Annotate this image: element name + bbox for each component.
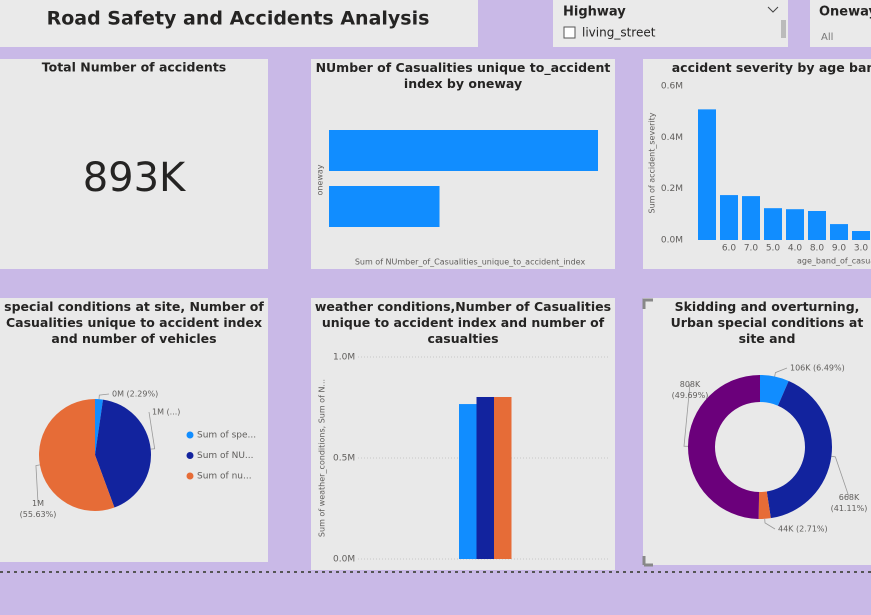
x-tick-label: 5.0 [766,244,781,254]
y-tick-label: 0.2M [661,184,683,194]
legend-label: Sum of spe... [197,431,256,441]
y-tick-label: 0.0M [333,555,355,565]
axis-title: oneway [316,164,325,195]
data-label: 44K (2.71%) [778,525,828,534]
chart-title: NUmber of Casualities unique to_accident… [316,60,611,91]
data-label: 0M (2.29%) [112,390,158,399]
legend-label: Sum of NU... [197,451,253,461]
leader-line [774,367,788,377]
axis-title: Sum of weather_conditions, Sum of N... [318,379,327,537]
pie-slice [38,399,115,512]
page-title: Road Safety and Accidents Analysis [47,8,430,30]
donut-segment [760,375,789,406]
bar [476,396,494,559]
chart-panel [643,298,871,565]
card-panel [0,59,268,269]
axis-title: Sum of accident_severity [648,112,657,213]
chart-title: accident severity by age band [672,60,871,75]
legend-marker [186,431,194,439]
axis-title: age_band_of_casua [797,257,871,266]
leader-line [831,455,850,498]
leader-line [98,393,110,400]
focus-corner [642,298,653,567]
x-tick-label: 8.0 [810,244,825,254]
slicer-value[interactable]: All [821,32,833,43]
y-tick-label: 0.0M [661,236,683,246]
bar [459,404,477,559]
bar [808,210,826,240]
y-tick-label: 0.6M [661,82,683,92]
data-label: 1M (55.63%) [20,499,57,519]
slicer-item[interactable]: living_street [582,26,656,40]
bar [720,195,738,240]
x-tick-label: 9.0 [832,244,847,254]
bar [830,224,848,240]
legend-marker [186,472,194,480]
bar [742,196,760,240]
x-tick-label: 7.0 [744,244,759,254]
bar [852,231,870,240]
x-tick-label: 6.0 [722,244,737,254]
pie-slice [95,399,104,455]
dropdown-icon[interactable] [767,6,779,13]
card-title: Total Number of accidents [42,60,227,75]
bar [329,186,440,227]
chart-title: Skidding and overturning, Urban special c… [671,299,864,346]
scrollbar[interactable] [781,20,786,38]
bar [698,109,716,241]
slicer-panel [810,0,871,47]
y-tick-label: 0.4M [661,133,683,143]
checkbox[interactable] [563,26,576,39]
x-tick-label: 4.0 [788,244,803,254]
legend-label: Sum of nu... [197,472,252,482]
bar [329,130,598,171]
data-label: 1M (...) [152,408,180,417]
donut-segment [687,375,760,519]
bar [786,209,804,240]
data-label: 106K (6.49%) [790,364,845,373]
axis-title: Sum of NUmber_of_Casualities_unique_to_a… [355,258,586,267]
slicer-panel [553,0,788,47]
slicer-title: Highway [563,5,626,20]
bar [764,208,782,240]
leader-line [683,383,691,447]
leader-line [764,518,776,530]
card-value: 893K [83,155,187,201]
chart-title: weather conditions,Number of Casualities… [315,299,611,346]
pie-slice [95,399,151,508]
x-tick-label: 3.0 [854,244,869,254]
y-tick-label: 0.5M [333,454,355,464]
data-label: 808K (49.69%) [672,380,709,400]
legend-marker [186,452,194,459]
donut-segment [766,380,832,519]
leader-line [148,411,156,450]
donut-segment [758,491,771,519]
bar [494,396,512,559]
slicer-title: Oneway [819,5,871,20]
chart-title: special conditions at site, Number of Cas… [4,299,264,346]
header-panel [0,0,478,47]
leader-line [35,464,40,504]
data-label: 668K (41.11%) [831,493,868,513]
y-tick-label: 1.0M [333,353,355,363]
